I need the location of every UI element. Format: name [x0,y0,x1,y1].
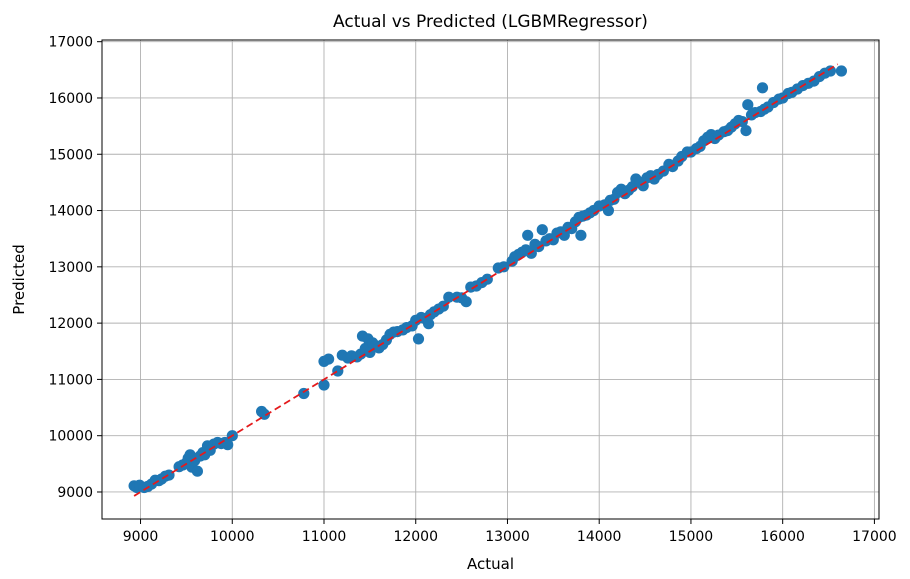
data-point [332,365,344,377]
data-point [318,379,330,391]
data-point [222,439,234,451]
data-point [742,99,754,111]
reference-line-layer [133,63,839,497]
data-point [423,318,435,330]
data-point [602,204,615,217]
y-tick-label: 15000 [48,147,93,163]
data-point [824,65,837,77]
data-point [460,296,472,308]
x-tick-label: 9000 [123,529,159,545]
data-point [323,353,335,365]
data-point [525,247,537,259]
x-tick-label: 17000 [852,529,897,545]
x-tick-label: 15000 [669,529,714,545]
x-tick-label: 12000 [393,529,438,545]
data-point [835,65,848,77]
data-point [756,82,769,94]
x-axis-ticks: 9000 10000 11000 12000 13000 14000 15000 16000 1… [123,519,897,545]
y-tick-label: 16000 [48,91,93,107]
plot-frame [101,39,880,520]
y-tick-label: 13000 [48,260,93,276]
x-tick-label: 14000 [577,529,622,545]
x-tick-label: 16000 [760,529,805,545]
data-point [536,224,548,236]
y-tick-label: 12000 [48,316,93,332]
data-point [412,333,425,345]
y-tick-label: 9000 [57,485,93,501]
data-point [481,273,493,285]
x-tick-label: 11000 [302,529,347,545]
x-tick-label: 13000 [485,529,530,545]
y-tick-label: 14000 [48,204,93,220]
reference-line [133,63,839,497]
x-tick-label: 10000 [210,529,255,545]
scatter-points [128,65,848,494]
y-axis-ticks: 9000 10000 11000 12000 13000 14000 15000 16000 1… [48,35,102,501]
x-axis-label: Actual [467,555,514,573]
data-point [437,300,449,312]
chart-title: Actual vs Predicted (LGBMRegressor) [333,12,648,32]
data-point [443,291,455,303]
data-point [575,229,587,241]
data-point [191,465,203,477]
y-tick-label: 10000 [48,429,93,445]
y-axis-label: Predicted [10,244,28,314]
data-point [740,125,752,137]
y-tick-label: 11000 [48,372,93,388]
data-point [522,229,534,241]
data-point [498,261,510,273]
y-tick-label: 17000 [48,35,93,51]
